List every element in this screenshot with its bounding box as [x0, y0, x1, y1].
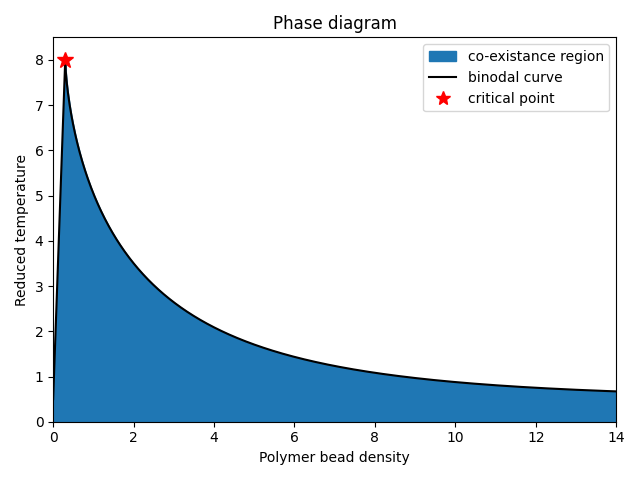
binodal curve — [199, 319, 207, 324]
X-axis label: Polymer bead density: Polymer bead density — [259, 451, 410, 465]
Title: Phase diagram: Phase diagram — [273, 15, 397, 33]
Legend: co-existance region, binodal curve, critical point: co-existance region, binodal curve, crit… — [423, 44, 609, 111]
binodal curve — [505, 383, 513, 389]
Line: binodal curve: binodal curve — [53, 60, 616, 399]
binodal curve — [612, 388, 620, 394]
binodal curve — [49, 396, 57, 402]
binodal curve — [465, 380, 472, 386]
binodal curve — [289, 353, 296, 359]
binodal curve — [286, 353, 294, 359]
Y-axis label: Reduced temperature: Reduced temperature — [15, 154, 29, 306]
binodal curve — [556, 386, 564, 392]
binodal curve — [61, 57, 69, 63]
